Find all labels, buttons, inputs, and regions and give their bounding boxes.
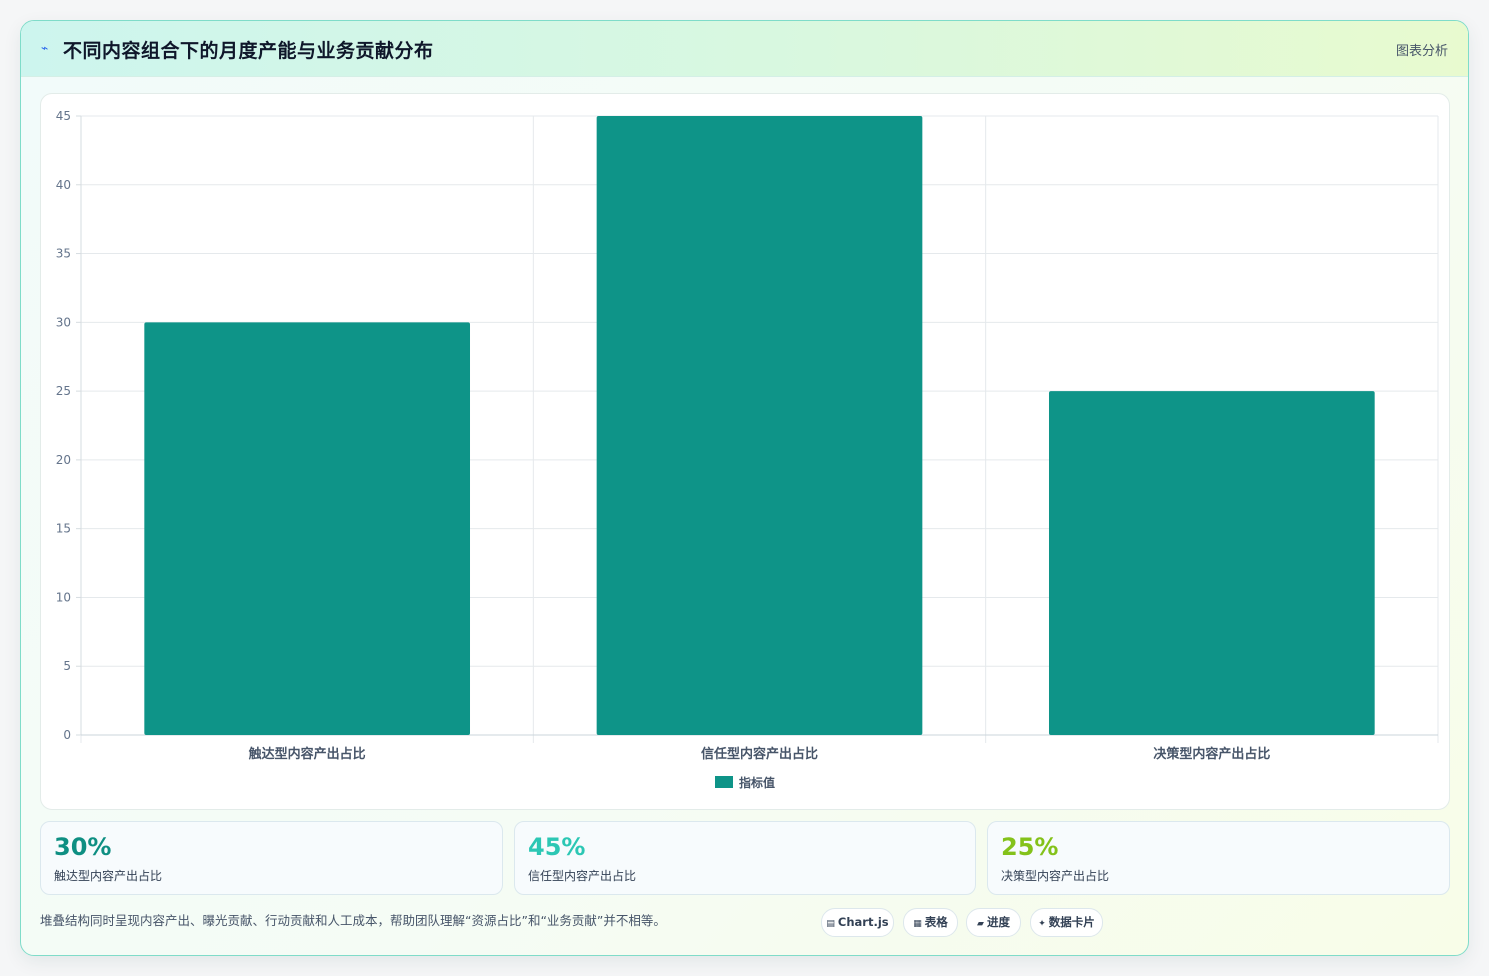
trend-icon: ⌁	[41, 41, 49, 55]
chip-label: 数据卡片	[1048, 915, 1095, 929]
bar	[596, 116, 923, 735]
bar	[1048, 391, 1375, 735]
metric-value: 25%	[1001, 833, 1059, 861]
header-tag: 图表分析	[1395, 44, 1448, 59]
metric-card: 25% 决策型内容产出占比	[987, 821, 1450, 895]
footnote: 堆叠结构同时呈现内容产出、曝光贡献、行动贡献和人工成本，帮助团队理解“资源占比”…	[40, 913, 666, 928]
y-tick-label: 20	[56, 453, 71, 467]
chip-cards[interactable]: ✦ 数据卡片	[1030, 908, 1103, 937]
metric-value: 45%	[528, 833, 586, 861]
page-title: 不同内容组合下的月度产能与业务贡献分布	[63, 40, 434, 62]
x-tick-label: 决策型内容产出占比	[1153, 746, 1270, 762]
y-tick-label: 30	[56, 315, 71, 329]
x-tick-label: 信任型内容产出占比	[701, 746, 818, 762]
bar-chart: 0 5 10 15 20 25 30 35 40 45 触达型内容产出占比 信任型内容产出占比 决策型内…	[56, 109, 1439, 790]
table-icon: ▦	[913, 919, 922, 929]
chart-panel: 0 5 10 15 20 25 30 35 40 45 触达型内容产出占比 信任型内容产出占比 决策型内…	[40, 93, 1450, 810]
chip-label: 进度	[986, 915, 1010, 929]
progress-icon: ▰	[977, 919, 984, 929]
card-header: ⌁ 不同内容组合下的月度产能与业务贡献分布 图表分析	[21, 21, 1468, 77]
metric-card: 30% 触达型内容产出占比	[40, 821, 503, 895]
chip-chartjs[interactable]: ▤ Chart.js	[821, 908, 894, 937]
metric-label: 触达型内容产出占比	[54, 869, 163, 883]
chart-icon: ▤	[826, 919, 835, 929]
chip-label: Chart.js	[837, 915, 889, 929]
metric-value: 30%	[54, 833, 112, 861]
metric-card: 45% 信任型内容产出占比	[514, 821, 976, 895]
chip-table[interactable]: ▦ 表格	[903, 908, 958, 937]
legend-label: 指标值	[739, 775, 775, 790]
metric-label: 决策型内容产出占比	[1001, 869, 1110, 883]
y-tick-label: 0	[63, 728, 71, 742]
y-tick-label: 25	[56, 384, 71, 398]
y-tick-label: 40	[56, 178, 71, 192]
metric-label: 信任型内容产出占比	[528, 869, 637, 883]
y-tick-label: 10	[56, 590, 71, 604]
chart-card: ⌁ 不同内容组合下的月度产能与业务贡献分布 图表分析 0 5 10 15 20 25 30 3…	[20, 20, 1469, 956]
y-tick-label: 45	[56, 109, 71, 123]
card-icon: ✦	[1038, 919, 1046, 929]
bar	[144, 322, 471, 735]
legend-swatch	[715, 776, 733, 788]
y-tick-label: 5	[63, 659, 71, 673]
y-tick-label: 35	[56, 247, 71, 261]
x-tick-label: 触达型内容产出占比	[248, 746, 366, 762]
chip-label: 表格	[924, 915, 948, 929]
y-tick-label: 15	[56, 522, 71, 536]
chip-progress[interactable]: ▰ 进度	[966, 908, 1021, 937]
